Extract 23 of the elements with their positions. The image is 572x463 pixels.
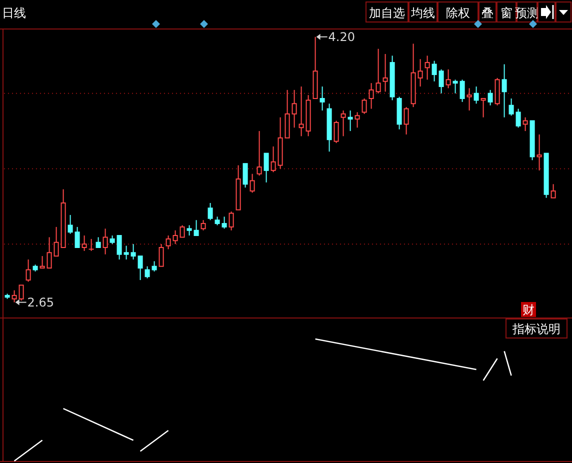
candlestick [368,82,374,110]
candlestick [536,134,542,171]
candlestick [326,103,332,152]
text: 窗 [500,6,512,20]
candlestick [298,86,304,137]
text: 除权 [446,6,470,20]
candlestick [424,55,430,80]
annotation: 2.65 [27,295,54,310]
candlestick [502,64,507,118]
candlestick [292,89,297,128]
annotation: 4.20 [328,30,356,44]
candlestick [466,88,472,111]
candlestick [382,53,388,92]
text: 叠 [482,6,494,20]
text: 均线 [410,6,435,20]
candlestick [102,228,108,255]
text: 加自选 [369,6,405,20]
text: 指标说明 [512,322,560,336]
annotation: 财 [522,303,534,317]
candlestick [418,58,423,88]
candlestick [348,110,353,132]
candlestick [320,86,325,111]
text: 日线 [2,6,26,20]
